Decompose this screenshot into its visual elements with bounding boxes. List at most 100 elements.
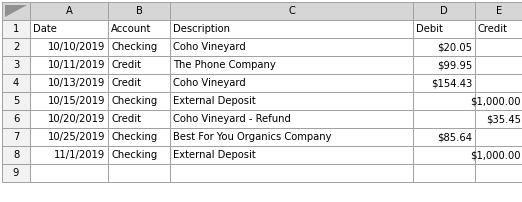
Bar xyxy=(413,110,475,128)
Text: Description: Description xyxy=(173,24,230,34)
Text: $35.45: $35.45 xyxy=(486,114,521,124)
Bar xyxy=(475,146,522,164)
Text: 5: 5 xyxy=(13,96,19,106)
Text: 9: 9 xyxy=(13,168,19,178)
Text: The Phone Company: The Phone Company xyxy=(173,60,276,70)
Bar xyxy=(30,2,108,20)
Text: Best For You Organics Company: Best For You Organics Company xyxy=(173,132,331,142)
Bar xyxy=(108,74,170,92)
Bar xyxy=(170,2,413,20)
Bar xyxy=(108,128,170,146)
Text: D: D xyxy=(440,6,448,16)
Bar xyxy=(475,74,522,92)
Bar xyxy=(108,56,170,74)
Text: $99.95: $99.95 xyxy=(437,60,472,70)
Text: Credit: Credit xyxy=(111,60,141,70)
Text: $154.43: $154.43 xyxy=(431,78,472,88)
Bar xyxy=(475,2,522,20)
Text: $20.05: $20.05 xyxy=(437,42,472,52)
Bar xyxy=(413,74,475,92)
Bar xyxy=(413,92,475,110)
Bar xyxy=(2,2,30,20)
Text: $85.64: $85.64 xyxy=(437,132,472,142)
Bar xyxy=(30,38,108,56)
Text: 8: 8 xyxy=(13,150,19,160)
Bar xyxy=(2,38,30,56)
Bar xyxy=(475,38,522,56)
Bar xyxy=(30,110,108,128)
Bar xyxy=(170,92,413,110)
Bar xyxy=(413,20,475,38)
Text: B: B xyxy=(136,6,143,16)
Bar xyxy=(170,128,413,146)
Text: $1,000.00: $1,000.00 xyxy=(470,96,521,106)
Text: Coho Vineyard: Coho Vineyard xyxy=(173,78,246,88)
Bar xyxy=(170,164,413,182)
Bar xyxy=(170,110,413,128)
Bar xyxy=(108,38,170,56)
Bar xyxy=(108,110,170,128)
Bar xyxy=(413,128,475,146)
Text: 1: 1 xyxy=(13,24,19,34)
Text: Credit: Credit xyxy=(478,24,508,34)
Text: Checking: Checking xyxy=(111,96,157,106)
Bar xyxy=(170,38,413,56)
Bar xyxy=(2,110,30,128)
Text: Checking: Checking xyxy=(111,132,157,142)
Bar xyxy=(475,110,522,128)
Bar xyxy=(475,20,522,38)
Text: Credit: Credit xyxy=(111,114,141,124)
Text: Checking: Checking xyxy=(111,150,157,160)
Bar xyxy=(108,146,170,164)
Text: $1,000.00: $1,000.00 xyxy=(470,150,521,160)
Text: C: C xyxy=(288,6,295,16)
Text: 10/15/2019: 10/15/2019 xyxy=(48,96,105,106)
Text: 2: 2 xyxy=(13,42,19,52)
Text: 6: 6 xyxy=(13,114,19,124)
Bar xyxy=(30,74,108,92)
Bar xyxy=(2,74,30,92)
Text: External Deposit: External Deposit xyxy=(173,96,256,106)
Text: 10/11/2019: 10/11/2019 xyxy=(48,60,105,70)
Bar xyxy=(30,128,108,146)
Bar xyxy=(30,56,108,74)
Bar xyxy=(413,146,475,164)
Bar xyxy=(108,92,170,110)
Text: A: A xyxy=(66,6,73,16)
Text: Debit: Debit xyxy=(416,24,443,34)
Bar xyxy=(2,146,30,164)
Polygon shape xyxy=(5,5,27,17)
Bar xyxy=(475,128,522,146)
Text: Coho Vineyard: Coho Vineyard xyxy=(173,42,246,52)
Text: Checking: Checking xyxy=(111,42,157,52)
Text: Date: Date xyxy=(33,24,57,34)
Bar xyxy=(2,20,30,38)
Text: 10/25/2019: 10/25/2019 xyxy=(48,132,105,142)
Bar xyxy=(30,146,108,164)
Text: 10/20/2019: 10/20/2019 xyxy=(48,114,105,124)
Bar xyxy=(170,20,413,38)
Bar xyxy=(413,164,475,182)
Bar xyxy=(475,56,522,74)
Bar xyxy=(413,2,475,20)
Bar xyxy=(30,92,108,110)
Text: 10/13/2019: 10/13/2019 xyxy=(48,78,105,88)
Text: External Deposit: External Deposit xyxy=(173,150,256,160)
Text: Credit: Credit xyxy=(111,78,141,88)
Bar xyxy=(108,2,170,20)
Text: E: E xyxy=(496,6,503,16)
Text: Coho Vineyard - Refund: Coho Vineyard - Refund xyxy=(173,114,291,124)
Bar xyxy=(413,38,475,56)
Text: Account: Account xyxy=(111,24,151,34)
Bar xyxy=(2,164,30,182)
Text: 7: 7 xyxy=(13,132,19,142)
Bar xyxy=(170,74,413,92)
Bar xyxy=(2,56,30,74)
Bar xyxy=(2,92,30,110)
Bar xyxy=(413,56,475,74)
Text: 10/10/2019: 10/10/2019 xyxy=(48,42,105,52)
Bar xyxy=(108,164,170,182)
Bar xyxy=(475,164,522,182)
Bar xyxy=(475,92,522,110)
Bar xyxy=(30,20,108,38)
